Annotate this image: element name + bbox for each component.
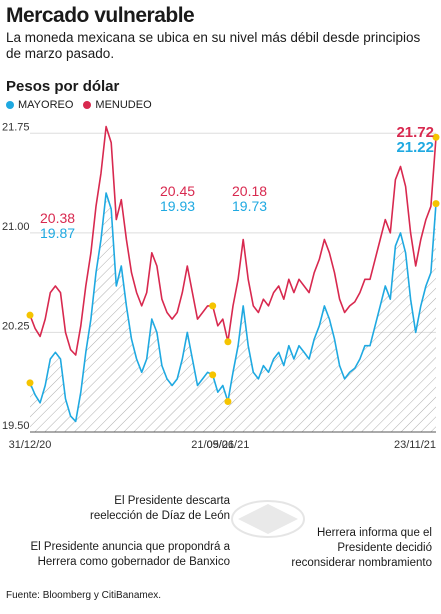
annotation-menudeo: 21.72 (396, 124, 434, 141)
x-tick-label: 31/12/20 (9, 439, 52, 451)
highlight-point-mayoreo (432, 200, 440, 208)
line-chart: 19.50 20.25 21.00 21.75 31/12/20 21/05/2109/0… (2, 121, 440, 451)
note-reconsider: Herrera informa que el Presidente decidi… (291, 527, 432, 569)
highlight-point-mayoreo (209, 371, 217, 379)
highlight-point-mayoreo (224, 397, 232, 405)
y-tick-label: 20.25 (2, 320, 30, 332)
legend-dot-mayoreo (6, 101, 14, 109)
legend-label-mayoreo: MAYOREO (18, 99, 74, 111)
chart-title: Mercado vulnerable (6, 4, 195, 27)
x-tick-label: 23/11/21 (394, 439, 436, 451)
annotation-mayoreo: 19.93 (160, 198, 195, 214)
highlight-point-menudeo (432, 133, 440, 141)
highlight-point-menudeo (224, 338, 232, 346)
legend-item-menudeo: MENUDEO (83, 99, 152, 111)
annotation-mayoreo: 19.87 (40, 225, 75, 241)
series-line-mayoreo (29, 192, 437, 423)
annotation-menudeo: 20.18 (232, 183, 267, 199)
legend-label-menudeo: MENUDEO (95, 99, 152, 111)
annotation-menudeo: 20.38 (40, 210, 75, 226)
legend: MAYOREO MENUDEO (6, 99, 152, 111)
units-label: Pesos por dólar (6, 78, 120, 95)
x-tick-label: 09/06/21 (207, 439, 250, 451)
annotation-mayoreo: 19.73 (232, 198, 267, 214)
legend-item-mayoreo: MAYOREO (6, 99, 73, 111)
note-propose-herrera: El Presidente anuncia que propondrá a He… (30, 541, 230, 568)
hatched-area (30, 193, 436, 432)
note-reelection: El Presidente descarta reelección de Día… (89, 495, 230, 522)
x-tick-label: 21/05/21 (191, 439, 234, 451)
annotation-mayoreo: 21.22 (396, 139, 434, 156)
annotation-menudeo: 20.45 (160, 183, 195, 199)
source-note: Fuente: Bloomberg y CitiBanamex. (6, 590, 162, 601)
y-tick-label: 19.50 (2, 420, 30, 432)
y-tick-label: 21.00 (2, 221, 30, 233)
chart-subtitle: La moneda mexicana se ubica en su nivel … (6, 30, 421, 61)
highlight-point-mayoreo (26, 379, 34, 387)
series-line-menudeo (29, 125, 437, 356)
highlight-point-menudeo (26, 311, 34, 319)
eagle-seal-icon (231, 500, 305, 538)
y-tick-label: 21.75 (2, 121, 30, 133)
legend-dot-menudeo (83, 101, 92, 109)
highlight-point-menudeo (209, 302, 217, 310)
